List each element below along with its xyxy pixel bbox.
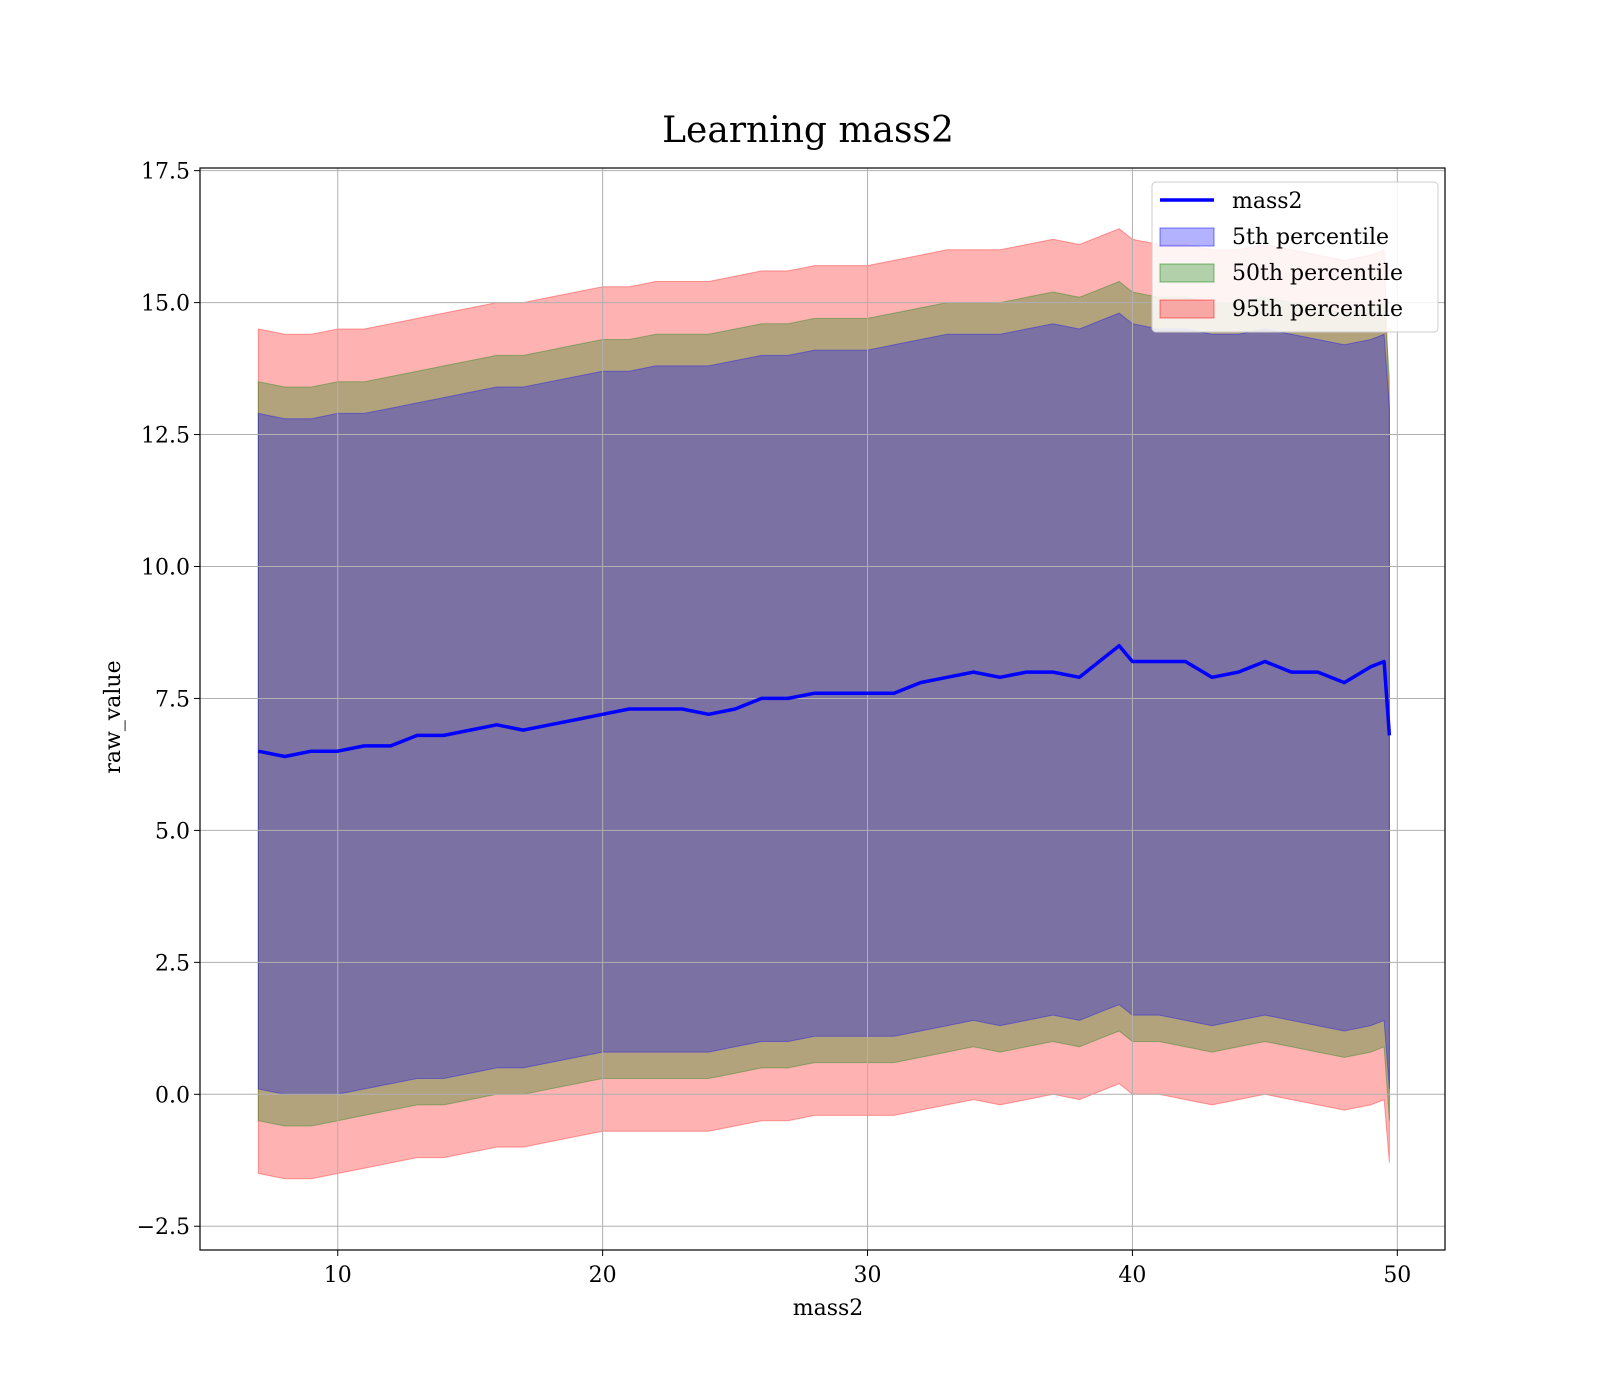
legend-box	[1151, 181, 1439, 333]
y-tick-label: 7.5	[155, 687, 190, 712]
legend-swatch-5th-percentile	[1159, 227, 1215, 247]
plot-frame	[199, 167, 1446, 1251]
legend: mass2 5th percentile 50th percentile 95t…	[1151, 181, 1439, 333]
x-tick-label: 10	[324, 1263, 352, 1288]
x-tick-label: 40	[1118, 1263, 1146, 1288]
series-line-mass2	[257, 643, 1392, 759]
legend-label-95th-percentile: 95th percentile	[1232, 297, 1403, 322]
y-tick-label: −2.5	[137, 1215, 190, 1240]
legend-label-mass2: mass2	[1232, 189, 1303, 214]
chart-title: Learning mass2	[662, 110, 954, 151]
legend-label-50th-percentile: 50th percentile	[1232, 261, 1403, 286]
x-tick-label: 30	[854, 1263, 882, 1288]
x-axis-label: mass2	[793, 1296, 864, 1321]
percentile-bands	[257, 228, 1390, 1180]
y-tick-label: 0.0	[155, 1083, 190, 1108]
line-layer	[257, 643, 1392, 759]
legend-label-5th-percentile: 5th percentile	[1232, 225, 1389, 250]
legend-swatch-50th-percentile	[1159, 263, 1215, 283]
band-5th-percentile	[257, 312, 1390, 1095]
x-tick-label: 20	[589, 1263, 617, 1288]
x-tick-label: 50	[1383, 1263, 1411, 1288]
plot-area	[200, 168, 1445, 1250]
x-axis-ticks: 10 20 30 40 50	[324, 1250, 1411, 1288]
band-95th-percentile	[257, 228, 1390, 1180]
y-axis-ticks: −2.5 0.0 2.5 5.0 7.5 10.0 12.5 15.0 17.5	[137, 160, 200, 1240]
y-axis-label: raw_value	[101, 660, 126, 773]
y-tick-label: 15.0	[141, 292, 190, 317]
y-tick-label: 5.0	[155, 819, 190, 844]
y-tick-label: 12.5	[141, 424, 190, 449]
y-tick-label: 17.5	[141, 160, 190, 185]
band-50th-percentile	[257, 280, 1390, 1127]
y-tick-label: 10.0	[141, 555, 190, 580]
grid-lines	[200, 168, 1445, 1250]
legend-swatch-95th-percentile	[1159, 299, 1215, 319]
y-tick-label: 2.5	[155, 951, 190, 976]
